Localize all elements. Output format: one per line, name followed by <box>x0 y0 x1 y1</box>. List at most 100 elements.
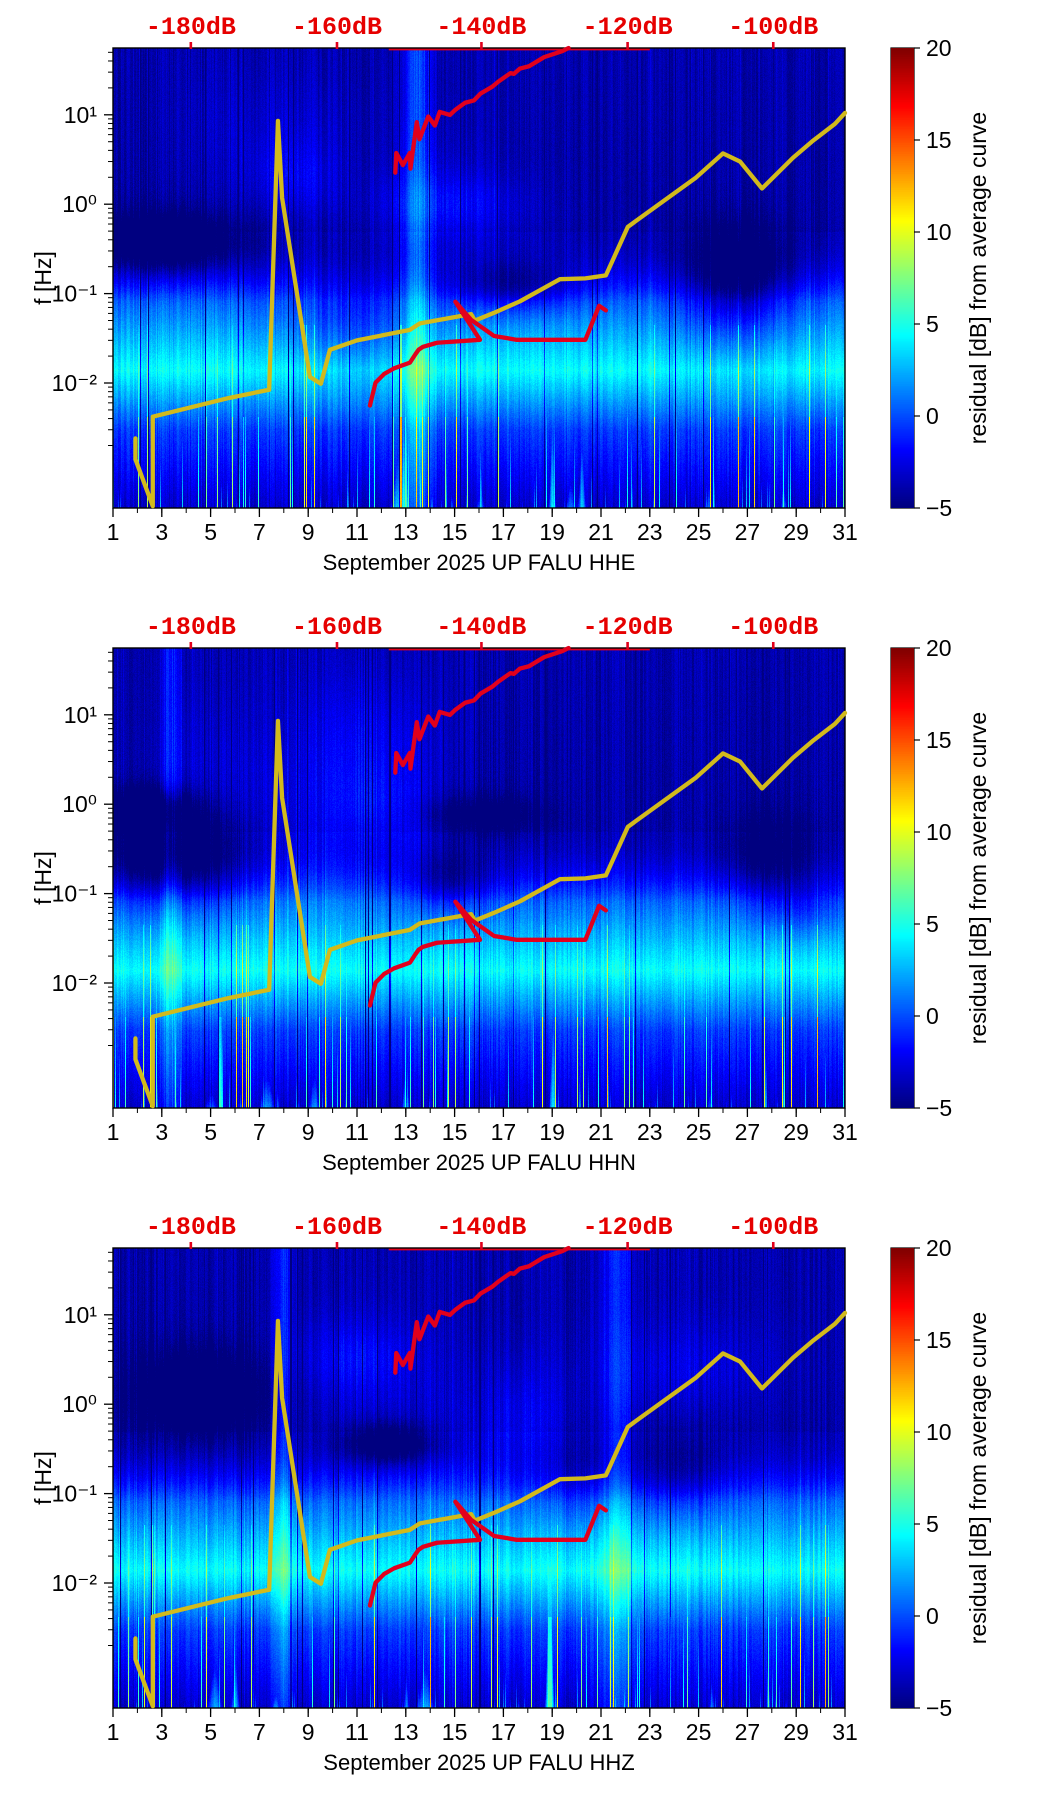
svg-text:0: 0 <box>926 1603 939 1629</box>
svg-text:7: 7 <box>253 519 266 545</box>
svg-text:15: 15 <box>442 1119 468 1145</box>
svg-text:3: 3 <box>155 1719 168 1745</box>
svg-text:5: 5 <box>204 1719 217 1745</box>
svg-text:-120dB: -120dB <box>583 1213 673 1242</box>
svg-text:f [Hz]: f [Hz] <box>30 1451 56 1505</box>
svg-text:10: 10 <box>926 1419 952 1445</box>
svg-text:3: 3 <box>155 1119 168 1145</box>
svg-text:13: 13 <box>393 1119 419 1145</box>
svg-text:−5: −5 <box>926 1695 952 1721</box>
svg-text:29: 29 <box>783 1119 809 1145</box>
svg-text:21: 21 <box>588 1119 614 1145</box>
svg-text:-140dB: -140dB <box>436 13 526 42</box>
svg-text:5: 5 <box>926 1511 939 1537</box>
svg-text:7: 7 <box>253 1119 266 1145</box>
svg-text:-120dB: -120dB <box>583 13 673 42</box>
svg-text:-180dB: -180dB <box>146 613 236 642</box>
svg-text:-120dB: -120dB <box>583 613 673 642</box>
svg-text:-180dB: -180dB <box>146 1213 236 1242</box>
svg-text:September 2025 UP FALU HHN: September 2025 UP FALU HHN <box>322 1150 636 1175</box>
svg-text:1: 1 <box>107 519 120 545</box>
svg-text:residual [dB] from average cur: residual [dB] from average curve <box>965 1312 991 1644</box>
svg-text:residual [dB] from average cur: residual [dB] from average curve <box>965 712 991 1044</box>
svg-text:0: 0 <box>926 403 939 429</box>
svg-text:f [Hz]: f [Hz] <box>30 851 56 905</box>
svg-text:13: 13 <box>393 1719 419 1745</box>
svg-text:31: 31 <box>832 1119 858 1145</box>
svg-text:10⁰: 10⁰ <box>62 1391 97 1417</box>
svg-text:5: 5 <box>204 1119 217 1145</box>
svg-text:17: 17 <box>491 1119 517 1145</box>
svg-text:15: 15 <box>442 1719 468 1745</box>
svg-text:15: 15 <box>926 727 952 753</box>
svg-text:10¹: 10¹ <box>64 102 98 128</box>
svg-text:17: 17 <box>491 1719 517 1745</box>
svg-text:9: 9 <box>302 1719 315 1745</box>
svg-text:31: 31 <box>832 519 858 545</box>
svg-text:31: 31 <box>832 1719 858 1745</box>
svg-text:September 2025 UP FALU HHZ: September 2025 UP FALU HHZ <box>323 1750 634 1775</box>
svg-text:23: 23 <box>637 519 663 545</box>
svg-text:29: 29 <box>783 1719 809 1745</box>
svg-text:13: 13 <box>393 519 419 545</box>
svg-text:20: 20 <box>926 1235 952 1261</box>
svg-text:-140dB: -140dB <box>436 613 526 642</box>
svg-text:27: 27 <box>735 1719 761 1745</box>
svg-text:19: 19 <box>539 519 565 545</box>
svg-text:29: 29 <box>783 519 809 545</box>
svg-text:10⁻²: 10⁻² <box>52 370 98 396</box>
svg-text:10⁻²: 10⁻² <box>52 970 98 996</box>
svg-text:23: 23 <box>637 1119 663 1145</box>
svg-text:-100dB: -100dB <box>728 1213 818 1242</box>
svg-text:9: 9 <box>302 1119 315 1145</box>
svg-text:f [Hz]: f [Hz] <box>30 251 56 305</box>
svg-text:19: 19 <box>539 1119 565 1145</box>
svg-text:27: 27 <box>735 1119 761 1145</box>
svg-text:25: 25 <box>686 1719 712 1745</box>
svg-text:10: 10 <box>926 219 952 245</box>
svg-text:September 2025 UP FALU HHE: September 2025 UP FALU HHE <box>323 550 636 575</box>
svg-text:residual [dB] from average cur: residual [dB] from average curve <box>965 112 991 444</box>
svg-text:21: 21 <box>588 1719 614 1745</box>
svg-text:25: 25 <box>686 1119 712 1145</box>
svg-text:11: 11 <box>345 519 369 545</box>
svg-text:11: 11 <box>345 1719 369 1745</box>
svg-text:10¹: 10¹ <box>64 702 98 728</box>
svg-text:15: 15 <box>926 127 952 153</box>
svg-text:10¹: 10¹ <box>64 1302 98 1328</box>
svg-text:27: 27 <box>735 519 761 545</box>
svg-text:20: 20 <box>926 635 952 661</box>
svg-text:-180dB: -180dB <box>146 13 236 42</box>
svg-text:-100dB: -100dB <box>728 613 818 642</box>
svg-text:19: 19 <box>539 1719 565 1745</box>
svg-text:-160dB: -160dB <box>292 1213 382 1242</box>
svg-text:10⁰: 10⁰ <box>62 191 97 217</box>
svg-text:15: 15 <box>442 519 468 545</box>
svg-text:10⁻¹: 10⁻¹ <box>52 281 98 307</box>
svg-text:9: 9 <box>302 519 315 545</box>
svg-text:10⁻¹: 10⁻¹ <box>52 1481 98 1507</box>
svg-text:23: 23 <box>637 1719 663 1745</box>
svg-text:−5: −5 <box>926 1095 952 1121</box>
svg-text:17: 17 <box>491 519 517 545</box>
svg-text:-160dB: -160dB <box>292 613 382 642</box>
svg-text:11: 11 <box>345 1119 369 1145</box>
svg-text:25: 25 <box>686 519 712 545</box>
svg-text:0: 0 <box>926 1003 939 1029</box>
svg-text:5: 5 <box>926 311 939 337</box>
svg-text:10⁻¹: 10⁻¹ <box>52 881 98 907</box>
svg-text:-100dB: -100dB <box>728 13 818 42</box>
svg-text:21: 21 <box>588 519 614 545</box>
svg-text:5: 5 <box>926 911 939 937</box>
svg-text:10⁰: 10⁰ <box>62 791 97 817</box>
svg-text:10⁻²: 10⁻² <box>52 1570 98 1596</box>
svg-text:1: 1 <box>107 1719 120 1745</box>
svg-text:10: 10 <box>926 819 952 845</box>
svg-text:-140dB: -140dB <box>436 1213 526 1242</box>
svg-text:20: 20 <box>926 35 952 61</box>
svg-text:3: 3 <box>155 519 168 545</box>
svg-text:15: 15 <box>926 1327 952 1353</box>
svg-text:1: 1 <box>107 1119 120 1145</box>
svg-text:5: 5 <box>204 519 217 545</box>
svg-text:−5: −5 <box>926 495 952 521</box>
